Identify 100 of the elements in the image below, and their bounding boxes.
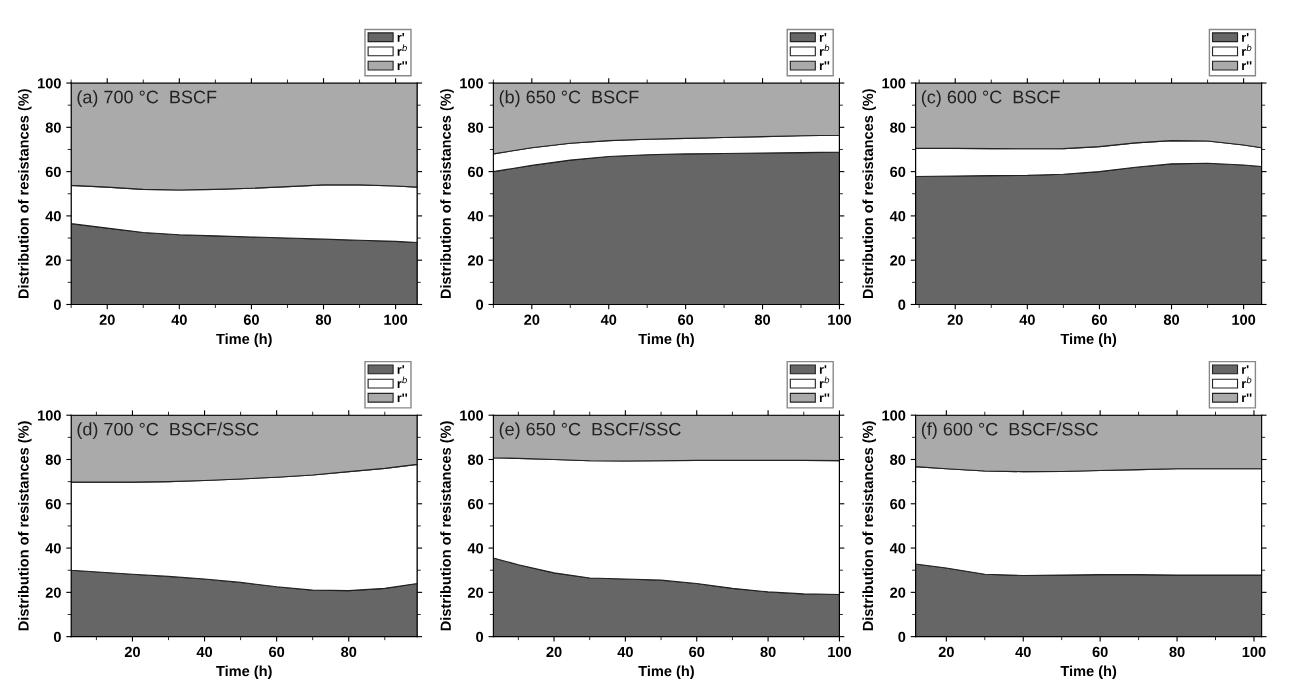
legend-label: r'	[397, 33, 405, 42]
y-tick-label: 100	[882, 410, 906, 421]
y-tick-label: 20	[467, 255, 484, 266]
x-tick-label: 100	[828, 314, 852, 325]
y-tick-label: 0	[898, 299, 906, 310]
legend-label: r''	[1242, 61, 1252, 70]
legend-label: r$^{b}$	[397, 44, 407, 56]
y-tick-label: 0	[53, 299, 61, 310]
y-tick-label: 60	[45, 166, 61, 178]
legend-label: r$^{b}$	[397, 376, 407, 388]
annotation: (d) 700 °C BSCF/SSC	[77, 422, 259, 440]
legend-label: r'	[1242, 33, 1249, 42]
y-axis-title: Distribution of resistances (%)	[440, 421, 454, 631]
x-tick-label: 60	[678, 314, 694, 325]
x-axis-title: Time (h)	[216, 333, 272, 347]
y-tick-label: 40	[45, 211, 61, 222]
y-tick-label: 40	[467, 211, 484, 222]
y-tick-label: 20	[45, 587, 61, 598]
x-tick-label: 20	[938, 646, 954, 658]
y-tick-label: 60	[467, 166, 484, 178]
x-tick-label: 100	[1232, 314, 1256, 325]
y-tick-label: 80	[467, 454, 484, 465]
x-tick-label: 20	[124, 646, 140, 658]
x-tick-label: 20	[947, 314, 963, 325]
y-tick-label: 40	[889, 543, 906, 554]
y-axis-title: Distribution of resistances (%)	[862, 421, 876, 631]
y-tick-label: 60	[45, 498, 61, 510]
x-tick-label: 80	[341, 646, 357, 658]
annotation: (f) 600 °C BSCF/SSC	[921, 422, 1098, 440]
legend-label: r'	[397, 365, 405, 374]
x-tick-label: 60	[243, 314, 259, 325]
x-tick-label: 60	[1092, 646, 1108, 658]
y-tick-label: 100	[460, 78, 484, 89]
legend-label: r'	[819, 33, 827, 42]
x-tick-label: 80	[1169, 646, 1185, 658]
x-tick-label: 20	[546, 646, 562, 658]
x-tick-label: 80	[315, 314, 332, 325]
x-axis-title: Time (h)	[216, 665, 272, 680]
y-tick-label: 20	[890, 587, 906, 598]
annotation: (e) 650 °C BSCF/SSC	[499, 422, 681, 440]
legend-label: r$^{b}$	[819, 44, 830, 56]
x-axis-title: Time (h)	[638, 665, 694, 680]
x-tick-label: 40	[617, 646, 633, 658]
legend-label: r''	[1242, 393, 1252, 403]
y-tick-label: 100	[38, 78, 61, 89]
legend-label: r'	[819, 365, 827, 374]
y-tick-label: 60	[890, 166, 906, 178]
annotation: (a) 700 °C BSCF	[77, 90, 217, 107]
y-tick-label: 80	[890, 122, 906, 133]
legend-label: r''	[397, 393, 408, 403]
x-tick-label: 20	[99, 314, 115, 325]
legend-label: r'	[1242, 365, 1249, 374]
y-tick-label: 20	[467, 587, 484, 598]
x-tick-label: 100	[384, 314, 408, 325]
y-tick-label: 60	[467, 498, 484, 510]
y-tick-label: 80	[467, 122, 484, 133]
x-tick-label: 40	[171, 314, 187, 325]
y-tick-label: 100	[882, 78, 906, 89]
x-axis-title: Time (h)	[1060, 333, 1117, 347]
x-tick-label: 20	[524, 314, 540, 325]
x-tick-label: 40	[196, 646, 213, 658]
legend-label: r$^{b}$	[1242, 376, 1252, 388]
y-axis-title: Distribution of resistances (%)	[862, 89, 876, 299]
y-tick-label: 80	[45, 454, 61, 465]
y-tick-label: 20	[45, 255, 61, 266]
y-tick-label: 0	[898, 631, 906, 643]
legend-label: r''	[819, 393, 830, 403]
x-tick-label: 60	[1091, 314, 1107, 325]
legend-label: r$^{b}$	[1242, 44, 1252, 56]
x-tick-label: 40	[600, 314, 617, 325]
y-tick-label: 80	[45, 122, 61, 133]
x-axis-title: Time (h)	[1060, 665, 1117, 680]
x-tick-label: 80	[760, 646, 776, 658]
y-tick-label: 0	[53, 631, 61, 643]
y-axis-title: Distribution of resistances (%)	[440, 89, 454, 299]
y-tick-label: 80	[890, 454, 906, 465]
y-tick-label: 40	[889, 211, 906, 222]
y-tick-label: 20	[890, 255, 906, 266]
legend-label: r$^{b}$	[819, 376, 830, 388]
y-axis-title: Distribution of resistances (%)	[17, 421, 32, 631]
x-tick-label: 60	[689, 646, 705, 658]
x-tick-label: 100	[828, 646, 852, 658]
legend-label: r''	[397, 61, 408, 70]
annotation: (b) 650 °C BSCF	[499, 90, 639, 107]
x-axis-title: Time (h)	[638, 333, 694, 347]
x-tick-label: 40	[1015, 646, 1031, 658]
y-tick-label: 0	[476, 299, 484, 310]
y-tick-label: 40	[467, 543, 484, 554]
y-tick-label: 100	[38, 410, 61, 421]
x-tick-label: 100	[1242, 646, 1266, 658]
y-axis-title: Distribution of resistances (%)	[17, 89, 32, 299]
y-tick-label: 0	[476, 631, 484, 643]
x-tick-label: 40	[1019, 314, 1035, 325]
x-tick-label: 80	[754, 314, 771, 325]
y-tick-label: 40	[45, 543, 61, 554]
x-tick-label: 60	[269, 646, 285, 658]
x-tick-label: 80	[1163, 314, 1180, 325]
legend-label: r''	[819, 61, 830, 70]
y-tick-label: 100	[460, 410, 484, 421]
y-tick-label: 60	[890, 498, 906, 510]
